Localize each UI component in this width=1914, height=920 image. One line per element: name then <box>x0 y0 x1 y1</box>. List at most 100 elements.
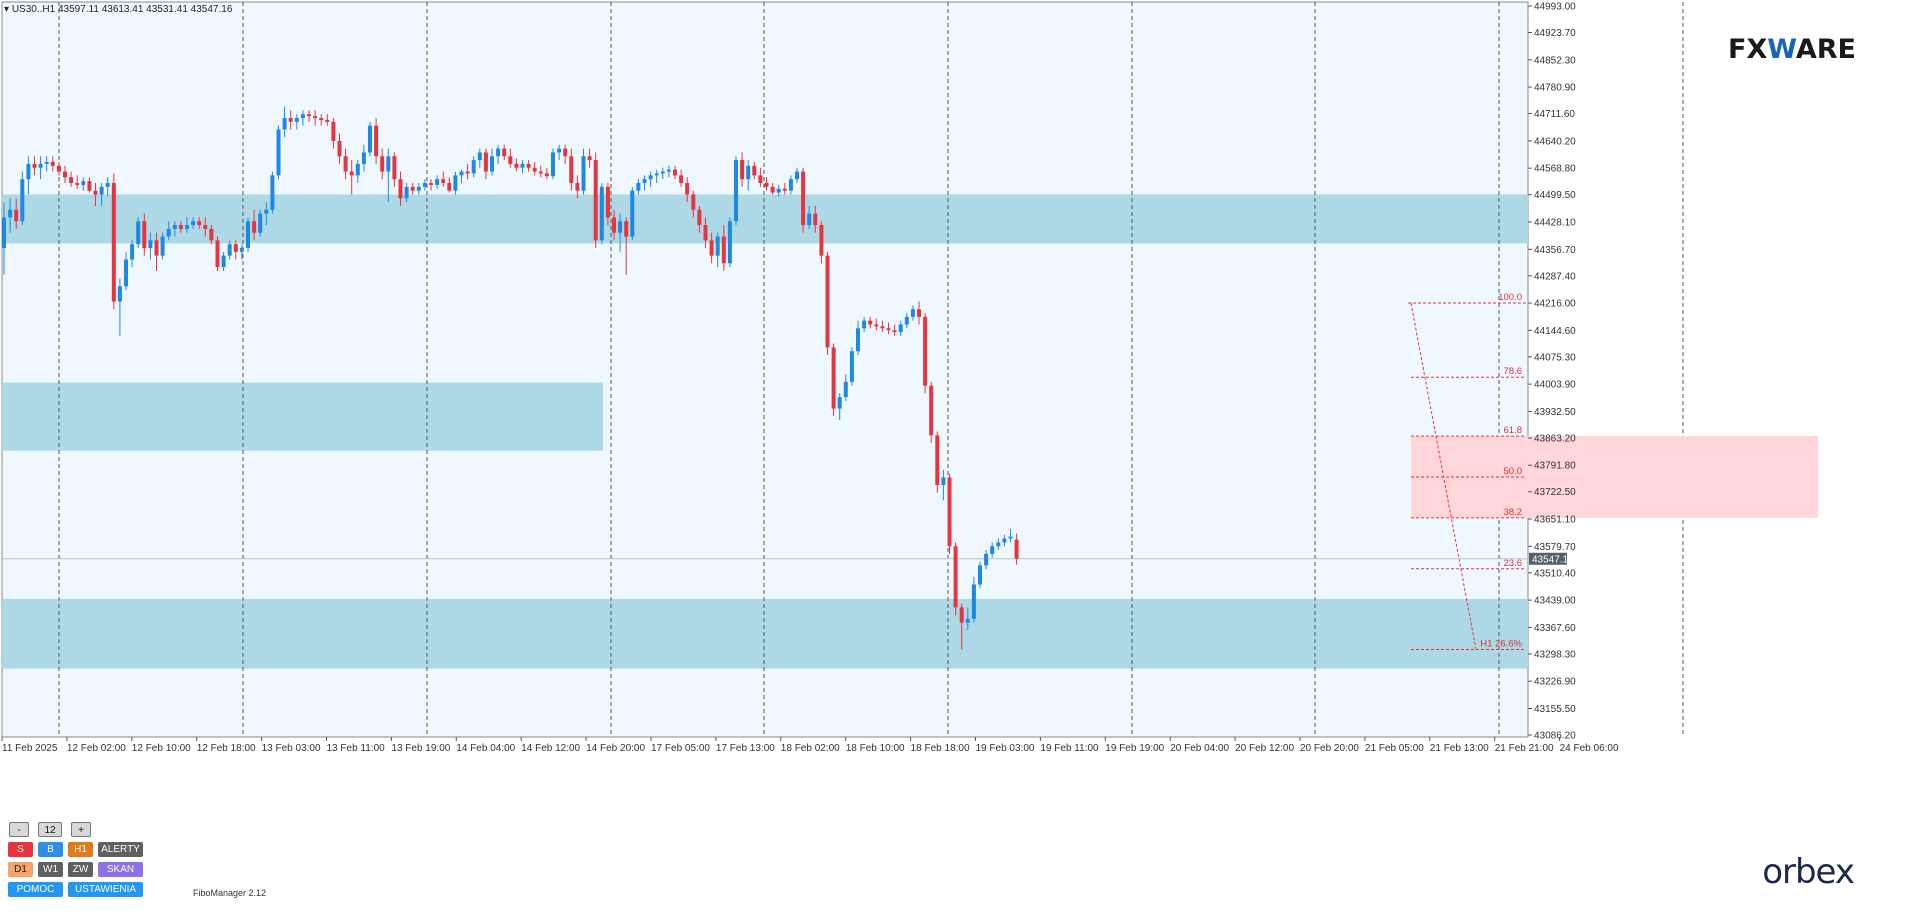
settings-button[interactable]: USTAWIENIA <box>68 882 143 897</box>
candle-body <box>459 171 464 176</box>
alerts-button[interactable]: ALERTY <box>98 842 143 857</box>
candle-body <box>904 316 909 325</box>
candle-body <box>239 248 244 252</box>
candle-body <box>160 236 165 256</box>
candle-body <box>551 152 555 177</box>
y-tick-label: 43791.80 <box>1534 461 1576 472</box>
candle-body <box>807 213 812 226</box>
candle-body <box>843 381 848 398</box>
candle-body <box>612 217 616 233</box>
fibonacci-level-label: 23.6 <box>1504 558 1523 569</box>
y-tick-label: 44993.00 <box>1534 2 1576 13</box>
fibonacci-level-label: 38.2 <box>1504 507 1523 518</box>
buy-button[interactable]: B <box>38 842 63 857</box>
candle-body <box>300 114 305 119</box>
axis-layer: 11 Feb 2025 12 Feb 02:00 12 Feb 10:00 12 Fe… <box>1 2 1619 754</box>
candle-body <box>75 183 80 185</box>
x-tick-label: 18 Feb 10:00 <box>846 743 905 754</box>
y-tick-label: 43510.40 <box>1534 568 1576 579</box>
y-tick-label: 44852.30 <box>1534 55 1576 66</box>
count-display: 12 <box>38 822 62 837</box>
candle-body <box>313 116 318 119</box>
candle-body <box>618 221 623 233</box>
y-tick-label: 43155.50 <box>1534 704 1576 715</box>
candle-body <box>130 244 135 260</box>
fxmware-logo: FXWARE <box>1728 34 1856 65</box>
y-tick-label: 44428.10 <box>1534 217 1576 228</box>
dropdown-triangle-icon[interactable]: ▾ <box>4 4 10 15</box>
help-button[interactable]: POMOC <box>8 882 63 897</box>
candle-body <box>294 118 299 122</box>
candle-body <box>727 221 732 264</box>
candle-body <box>666 169 671 172</box>
x-tick-label: 19 Feb 03:00 <box>976 743 1035 754</box>
candle-body <box>404 186 409 199</box>
indicator-label: FiboManager 2.12 <box>193 888 267 898</box>
candle-body <box>209 228 214 241</box>
timeframe-d1-button[interactable]: D1 <box>8 862 33 877</box>
candle-body <box>233 244 238 252</box>
candle-body <box>124 259 128 287</box>
candle-body <box>923 316 928 386</box>
x-tick-label: 18 Feb 18:00 <box>911 743 970 754</box>
candle-body <box>422 183 427 187</box>
orbex-logo: orbex <box>1762 852 1855 892</box>
x-tick-label: 14 Feb 20:00 <box>586 743 645 754</box>
y-tick-label: 44356.70 <box>1534 245 1576 256</box>
y-tick-label: 43439.00 <box>1534 596 1576 607</box>
candle-body <box>502 148 507 157</box>
timeframe-w1-button[interactable]: W1 <box>38 862 63 877</box>
x-tick-label: 17 Feb 05:00 <box>651 743 710 754</box>
candle-body <box>26 163 31 180</box>
candle-body <box>410 186 415 191</box>
candle-body <box>20 179 25 222</box>
candle-body <box>752 165 757 176</box>
x-tick-label: 19 Feb 11:00 <box>1040 743 1099 754</box>
candle-body <box>685 183 690 195</box>
y-tick-label: 44287.40 <box>1534 271 1576 282</box>
zones-layer <box>2 194 1528 669</box>
logo-prefix: FX <box>1728 34 1768 65</box>
candle-body <box>465 171 470 174</box>
candle-body <box>825 255 830 348</box>
candle-body <box>654 173 659 176</box>
zw-button[interactable]: ZW <box>68 862 93 877</box>
candle-body <box>569 156 574 184</box>
candle-body <box>349 171 354 176</box>
candle-body <box>892 330 897 333</box>
candle-body <box>441 179 446 184</box>
timeframe-h1-button[interactable]: H1 <box>68 842 93 857</box>
candle-body <box>953 546 958 608</box>
x-tick-label: 13 Feb 19:00 <box>391 743 450 754</box>
decrease-button[interactable]: - <box>9 822 29 837</box>
candle-body <box>270 175 275 210</box>
y-tick-label: 44640.20 <box>1534 136 1576 147</box>
candle-body <box>8 209 13 218</box>
candle-body <box>136 221 141 245</box>
increase-button[interactable]: + <box>71 822 91 837</box>
candle-body <box>227 244 232 256</box>
sell-button[interactable]: S <box>8 842 33 857</box>
candle-body <box>959 607 964 623</box>
candle-body <box>575 183 580 191</box>
candle-body <box>392 156 397 180</box>
symbol-ohlc-text: US30..H1 43597.11 43613.41 43531.41 4354… <box>11 4 233 15</box>
fibonacci-level-label: 100.0 <box>1498 292 1522 303</box>
candle-body <box>557 148 562 153</box>
x-tick-label: 20 Feb 04:00 <box>1170 743 1229 754</box>
fibonacci-level-label: 78.6 <box>1504 366 1523 377</box>
x-tick-label: 21 Feb 21:00 <box>1495 743 1554 754</box>
y-tick-label: 43226.90 <box>1534 677 1576 688</box>
support-resistance-zone <box>2 598 1528 669</box>
scan-button[interactable]: SKAN <box>98 862 143 877</box>
candle-body <box>929 385 934 436</box>
candle-body <box>624 221 629 237</box>
candle-body <box>538 171 543 174</box>
candle-body <box>935 435 940 486</box>
y-tick-label: 43932.50 <box>1534 407 1576 418</box>
candle-body <box>282 118 287 130</box>
candle-body <box>185 225 189 229</box>
x-tick-label: 21 Feb 13:00 <box>1430 743 1489 754</box>
